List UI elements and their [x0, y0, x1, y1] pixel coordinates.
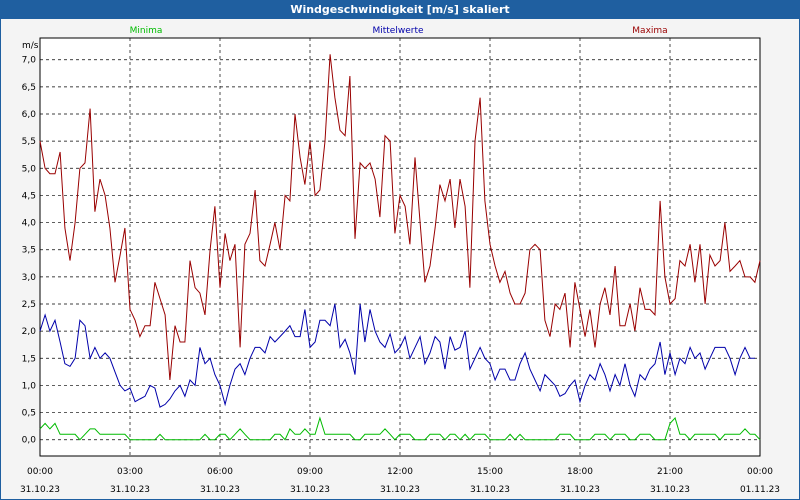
y-axis-label: m/s [22, 41, 39, 51]
y-tick-label: 2,0 [22, 327, 37, 337]
x-tick-time: 18:00 [567, 467, 593, 477]
y-tick-labels: 0,0 0,5 1,0 1,5 2,0 2,5 3,0 3,5 4,0 4,5 5,0 5,5 6,0 6… [22, 56, 37, 446]
series-line-maxima [39, 54, 761, 381]
y-tick-label: 4,5 [22, 191, 36, 201]
x-tick-date: 31.10.23 [200, 485, 240, 495]
x-tick-time: 15:00 [477, 467, 503, 477]
x-tick-time: 12:00 [387, 467, 413, 477]
y-tick-label: 0,0 [22, 436, 37, 446]
series-line-mittelwerte [39, 303, 755, 408]
y-tick-label: 1,5 [22, 354, 36, 364]
x-tick-time: 09:00 [297, 467, 323, 477]
x-tick-date: 31.10.23 [380, 485, 420, 495]
y-tick-label: 1,0 [22, 381, 37, 391]
y-tick-label: 2,5 [22, 300, 36, 310]
y-tick-label: 3,5 [22, 246, 36, 256]
y-tick-label: 4,0 [22, 219, 37, 229]
legend-mittelwerte: Mittelwerte [372, 26, 423, 36]
y-tick-label: 6,0 [22, 110, 37, 120]
y-tick-label: 5,0 [22, 164, 37, 174]
x-tick-time: 06:00 [207, 467, 233, 477]
window-title: Windgeschwindigkeit [m/s] skaliert [1, 1, 799, 19]
grid-lines [40, 38, 760, 456]
x-tick-date: 31.10.23 [560, 485, 600, 495]
x-tick-date: 31.10.23 [110, 485, 150, 495]
x-tick-labels: 00:00 31.10.23 03:00 31.10.23 06:00 31.10.23 0… [20, 467, 780, 495]
x-tick-time: 21:00 [657, 467, 683, 477]
series-line-minima [39, 416, 761, 441]
y-tick-label: 5,5 [22, 137, 36, 147]
y-tick-label: 7,0 [22, 56, 37, 66]
x-tick-date: 01.11.23 [740, 485, 780, 495]
x-tick-time: 03:00 [117, 467, 143, 477]
x-tick-date: 31.10.23 [650, 485, 690, 495]
series-lines [39, 54, 761, 441]
x-tick-date: 31.10.23 [20, 485, 60, 495]
x-tick-date: 31.10.23 [290, 485, 330, 495]
legend-minima: Minima [130, 26, 163, 36]
x-tick-time: 00:00 [747, 467, 773, 477]
x-tick-date: 31.10.23 [470, 485, 510, 495]
y-tick-label: 6,5 [22, 83, 36, 93]
x-tick-time: 00:00 [27, 467, 53, 477]
legend-maxima: Maxima [632, 26, 667, 36]
y-tick-label: 3,0 [22, 273, 37, 283]
y-tick-label: 0,5 [22, 409, 36, 419]
